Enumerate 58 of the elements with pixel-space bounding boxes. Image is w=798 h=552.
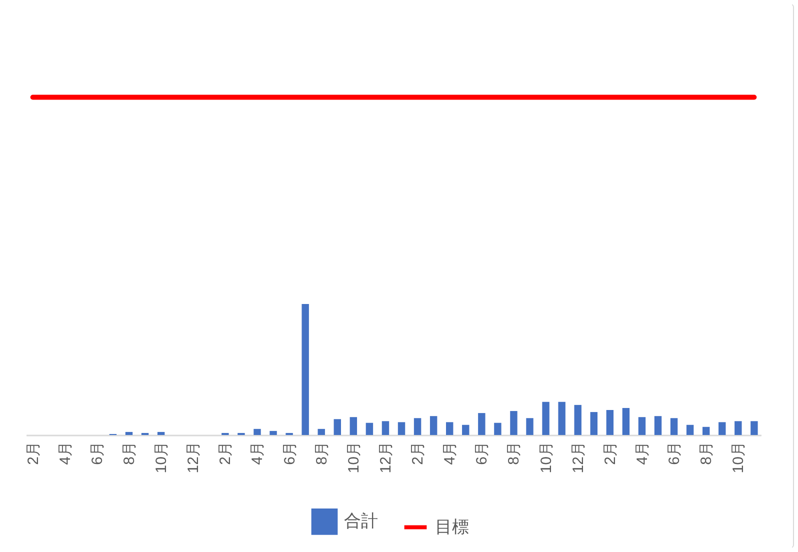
x-tick-label: 12月 — [570, 442, 587, 474]
bar — [750, 421, 758, 435]
bar — [382, 421, 390, 435]
bar — [462, 424, 470, 435]
bar — [686, 424, 694, 435]
legend-label: 合計 — [344, 512, 378, 531]
bar — [302, 304, 309, 435]
bar — [125, 432, 133, 435]
x-tick-label: 4月 — [442, 442, 459, 465]
legend-label: 目標 — [435, 517, 469, 536]
bar — [334, 419, 341, 435]
x-tick-label: 6月 — [88, 442, 106, 465]
x-tick-label: 8月 — [698, 442, 716, 465]
bar — [446, 422, 454, 435]
bar — [622, 408, 630, 435]
bar — [510, 411, 518, 435]
bar — [254, 428, 261, 435]
x-tick-label: 12月 — [377, 442, 394, 474]
x-tick-label: 4月 — [249, 442, 266, 465]
x-tick-label: 2月 — [24, 442, 42, 465]
bar — [574, 404, 582, 435]
x-tick-label: 4月 — [56, 442, 74, 465]
x-tick-label: 6月 — [474, 442, 491, 465]
bar — [606, 410, 614, 435]
x-tick-label: 2月 — [217, 442, 234, 465]
bar — [590, 412, 598, 435]
bar — [270, 430, 277, 435]
bar — [478, 413, 486, 435]
x-tick-label: 8月 — [120, 442, 138, 465]
bar — [558, 402, 566, 435]
bar — [350, 417, 358, 435]
x-tick-label: 4月 — [634, 442, 651, 465]
x-tick-label: 6月 — [281, 442, 298, 465]
x-tick-label: 12月 — [185, 442, 202, 474]
bar — [318, 428, 325, 435]
x-tick-label: 8月 — [506, 442, 523, 465]
bar — [718, 422, 726, 435]
bar — [542, 402, 550, 435]
bar — [654, 416, 662, 435]
x-tick-label: 2月 — [602, 442, 619, 465]
bar — [734, 421, 742, 435]
bar — [494, 422, 502, 435]
bar — [670, 418, 678, 435]
x-tick-label: 2月 — [410, 442, 427, 465]
x-tick-label: 10月 — [730, 442, 748, 474]
x-tick-label: 10月 — [345, 442, 362, 474]
bar — [414, 418, 422, 435]
x-tick-label: 10月 — [538, 442, 555, 474]
bar — [366, 422, 374, 435]
x-tick-label: 8月 — [313, 442, 330, 465]
bar — [398, 422, 406, 435]
x-tick-label: 10月 — [153, 442, 170, 474]
bar — [430, 416, 438, 435]
bar — [157, 432, 165, 435]
bar — [526, 418, 534, 435]
bar — [638, 417, 646, 435]
bar — [702, 426, 710, 435]
x-tick-label: 6月 — [666, 442, 684, 465]
